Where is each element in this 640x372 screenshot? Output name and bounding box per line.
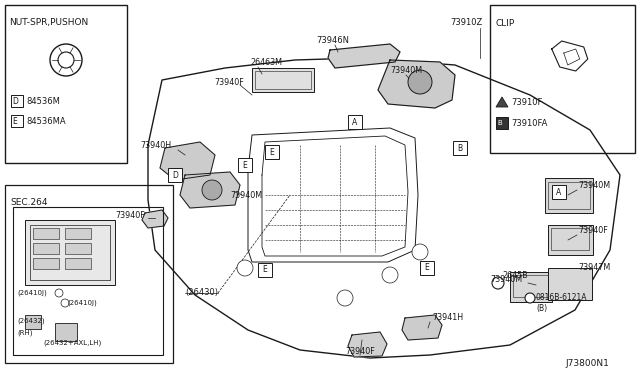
Text: E: E <box>243 160 248 170</box>
Text: E: E <box>424 263 429 273</box>
Polygon shape <box>496 97 508 107</box>
Bar <box>551 228 589 250</box>
Bar <box>265 145 279 159</box>
Text: A: A <box>353 118 358 126</box>
Bar <box>548 182 590 209</box>
Text: E: E <box>269 148 275 157</box>
Text: 26463M: 26463M <box>250 58 282 67</box>
Text: 73941H: 73941H <box>432 314 463 323</box>
Text: (B): (B) <box>536 304 547 312</box>
Circle shape <box>61 299 69 307</box>
Circle shape <box>202 180 222 200</box>
Text: 73940F: 73940F <box>345 347 375 356</box>
Text: 73940F: 73940F <box>214 77 244 87</box>
Polygon shape <box>328 44 400 68</box>
Bar <box>55 323 77 341</box>
Bar <box>11 95 23 107</box>
Bar <box>30 225 110 280</box>
Polygon shape <box>378 60 455 108</box>
Circle shape <box>382 267 398 283</box>
Text: B: B <box>458 144 463 153</box>
Text: 73940M: 73940M <box>490 276 522 285</box>
Text: (RH): (RH) <box>17 330 33 336</box>
Text: 84536MA: 84536MA <box>26 116 66 125</box>
Text: 73940F: 73940F <box>115 211 145 219</box>
Bar <box>510 272 552 302</box>
Bar <box>420 261 434 275</box>
Text: (26410J): (26410J) <box>67 300 97 306</box>
Polygon shape <box>142 210 168 228</box>
Text: 73940F: 73940F <box>578 225 608 234</box>
Text: D: D <box>12 96 18 106</box>
Bar <box>548 268 592 300</box>
Bar <box>65 228 91 239</box>
Text: NUT-SPR,PUSHON: NUT-SPR,PUSHON <box>9 18 88 27</box>
Bar <box>65 258 91 269</box>
Bar <box>25 315 41 329</box>
Polygon shape <box>348 332 387 357</box>
Text: 84536M: 84536M <box>26 96 60 106</box>
Text: E: E <box>12 116 17 125</box>
Circle shape <box>525 293 535 303</box>
Bar <box>238 158 252 172</box>
Bar <box>348 115 362 129</box>
Text: J73800N1: J73800N1 <box>565 359 609 369</box>
Text: CLIP: CLIP <box>496 19 515 28</box>
Bar <box>552 185 566 199</box>
Bar <box>255 71 311 89</box>
Circle shape <box>58 52 74 68</box>
Text: E: E <box>262 266 268 275</box>
Bar <box>496 117 508 129</box>
Bar <box>258 263 272 277</box>
Circle shape <box>492 277 504 289</box>
Text: 73910FA: 73910FA <box>511 119 547 128</box>
Text: 0816B-6121A: 0816B-6121A <box>536 294 588 302</box>
Text: A: A <box>556 187 562 196</box>
Bar <box>33 258 59 269</box>
Text: 73947M: 73947M <box>578 263 611 273</box>
Bar <box>545 178 593 213</box>
Circle shape <box>337 290 353 306</box>
Polygon shape <box>160 142 215 180</box>
Text: 73946N: 73946N <box>316 35 349 45</box>
Polygon shape <box>402 315 442 340</box>
Bar <box>33 228 59 239</box>
Bar <box>5 5 127 163</box>
Circle shape <box>408 70 432 94</box>
Bar <box>490 5 635 153</box>
Bar <box>11 115 23 127</box>
Bar <box>13 207 163 355</box>
Text: 73910F: 73910F <box>511 97 542 106</box>
Bar <box>33 243 59 254</box>
Text: B: B <box>497 120 502 126</box>
Text: 73910Z: 73910Z <box>450 17 483 26</box>
Text: 2645B: 2645B <box>502 272 528 280</box>
Polygon shape <box>180 172 240 208</box>
Text: 73940M: 73940M <box>230 190 262 199</box>
Circle shape <box>55 289 63 297</box>
Text: (26430): (26430) <box>185 289 218 298</box>
Text: D: D <box>172 170 178 180</box>
Bar <box>5 185 173 363</box>
Bar <box>25 220 115 285</box>
Text: 73940H: 73940H <box>140 141 171 150</box>
Bar <box>168 168 182 182</box>
Bar <box>548 225 593 255</box>
Text: (26432+AXL,LH): (26432+AXL,LH) <box>43 340 101 346</box>
Circle shape <box>50 44 82 76</box>
Circle shape <box>412 244 428 260</box>
Bar <box>513 275 549 297</box>
Text: (26410J): (26410J) <box>17 290 47 296</box>
Text: SEC.264: SEC.264 <box>10 198 47 207</box>
Text: 73940M: 73940M <box>578 180 610 189</box>
Bar <box>453 141 467 155</box>
Bar <box>65 243 91 254</box>
Text: 73940M: 73940M <box>390 65 422 74</box>
Text: (26432): (26432) <box>17 318 45 324</box>
Circle shape <box>237 260 253 276</box>
Bar <box>252 68 314 92</box>
